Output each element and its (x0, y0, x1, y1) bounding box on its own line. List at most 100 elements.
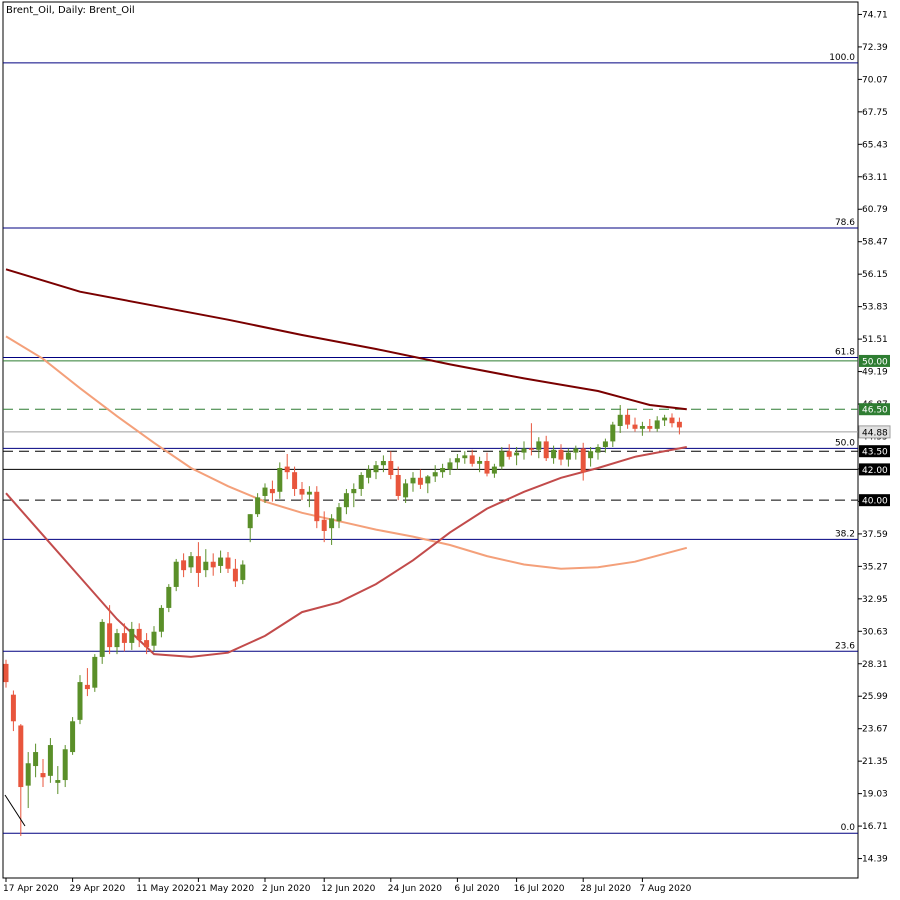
fib-label: 38.2 (835, 529, 855, 539)
candle-body (617, 414, 623, 427)
y-tick-label: 14.39 (862, 855, 888, 865)
price-tag-label: 44.88 (862, 428, 888, 438)
y-tick-label: 58.47 (862, 238, 888, 248)
candle-body (565, 452, 571, 460)
fib-label: 0.0 (841, 823, 856, 833)
fib-label: 100.0 (829, 53, 855, 63)
candle-body (107, 623, 113, 648)
candle-body (55, 780, 61, 783)
candle-body (499, 451, 505, 467)
price-tag-label: 46.50 (862, 406, 888, 416)
price-tag-label: 50.00 (862, 357, 888, 367)
y-tick-label: 37.59 (862, 530, 888, 540)
candle-body (25, 763, 31, 786)
fibonacci-levels: 100.0 78.6 61.8 50.0 38.2 23.6 0.0 (3, 53, 858, 834)
x-tick-label: 24 Jun 2020 (388, 884, 442, 894)
y-tick-label: 63.11 (862, 173, 888, 183)
x-tick-label: 17 Apr 2020 (3, 884, 59, 894)
candle-body (92, 656, 98, 688)
candle-body (292, 472, 298, 489)
candle-body (284, 466, 290, 473)
candle-body (114, 633, 120, 648)
price-tags: 50.00 46.50 44.88 43.50 42.00 40.00 (858, 354, 891, 507)
y-tick-label: 53.83 (862, 303, 888, 313)
candle-body (195, 556, 201, 573)
fib-label: 61.8 (835, 347, 855, 357)
candle-body (166, 586, 172, 608)
candle-body (380, 460, 386, 466)
x-tick-label: 29 Apr 2020 (70, 884, 126, 894)
x-tick-label: 2 Jun 2020 (262, 884, 311, 894)
candle-body (440, 467, 446, 473)
candle-body (588, 451, 594, 459)
candle-body (462, 455, 468, 459)
candle-body (99, 621, 105, 657)
candle-body (33, 752, 39, 767)
y-tick-label: 16.71 (862, 822, 888, 832)
candle-body (269, 488, 275, 494)
moving-average-line (5, 268, 687, 411)
price-tag (859, 354, 890, 367)
price-tag (859, 494, 890, 507)
moving-average-line (5, 446, 687, 658)
candle-body (366, 469, 372, 478)
candle-body (136, 628, 142, 641)
fib-label: 23.6 (835, 641, 855, 651)
price-tag (859, 463, 890, 476)
candle-body (358, 474, 364, 489)
candle-body (647, 426, 653, 429)
candle-body (543, 441, 549, 459)
candle-body (484, 460, 490, 474)
candle-body (277, 467, 283, 492)
y-tick-label: 74.71 (862, 10, 888, 20)
candle-body (343, 493, 349, 508)
candle-body (299, 488, 305, 495)
candle-body (395, 474, 401, 496)
y-tick-label: 72.39 (862, 43, 888, 53)
y-tick-label: 49.19 (862, 368, 888, 378)
x-tick-label: 21 May 2020 (195, 884, 254, 894)
candle-body (240, 564, 246, 580)
candle-body (314, 491, 320, 522)
candle-body (10, 694, 16, 722)
candle-body (255, 497, 261, 515)
candle-body (306, 491, 312, 495)
candle-body (491, 466, 497, 474)
price-tag-label: 40.00 (862, 497, 888, 507)
candle-body (521, 448, 527, 453)
chart-title: Brent_Oil, Daily: Brent_Oil (6, 5, 135, 16)
candle-body (173, 561, 179, 587)
candle-body (425, 476, 431, 484)
y-tick-label: 25.99 (862, 692, 888, 702)
price-tag-label: 43.50 (862, 448, 888, 458)
y-tick-label: 51.51 (862, 335, 888, 345)
candle-body (654, 420, 660, 429)
y-tick-label: 65.43 (862, 140, 888, 150)
candle-body (410, 477, 416, 484)
candles (3, 405, 682, 837)
candle-body (551, 449, 557, 459)
candle-body (417, 477, 423, 485)
candle-body (669, 417, 675, 424)
candle-body (506, 451, 512, 457)
candle-body (388, 460, 394, 475)
candle-body (632, 424, 638, 429)
candle-body (432, 472, 438, 477)
y-tick-label: 32.95 (862, 595, 888, 605)
fib-label: 50.0 (835, 438, 855, 448)
candle-body (144, 640, 150, 648)
x-tick-label: 28 Jul 2020 (580, 884, 631, 894)
candle-body (3, 663, 9, 683)
candle-body (47, 745, 53, 776)
candle-body (469, 455, 475, 464)
fib-anchor-line (4, 794, 26, 827)
y-tick-label: 21.35 (862, 757, 888, 767)
candle-body (262, 487, 268, 496)
candle-body (528, 448, 534, 450)
candle-body (351, 488, 357, 494)
candle-body (151, 631, 157, 646)
candle-body (454, 458, 460, 463)
y-tick-label: 23.67 (862, 725, 888, 735)
x-tick-label: 6 Jul 2020 (454, 884, 499, 894)
